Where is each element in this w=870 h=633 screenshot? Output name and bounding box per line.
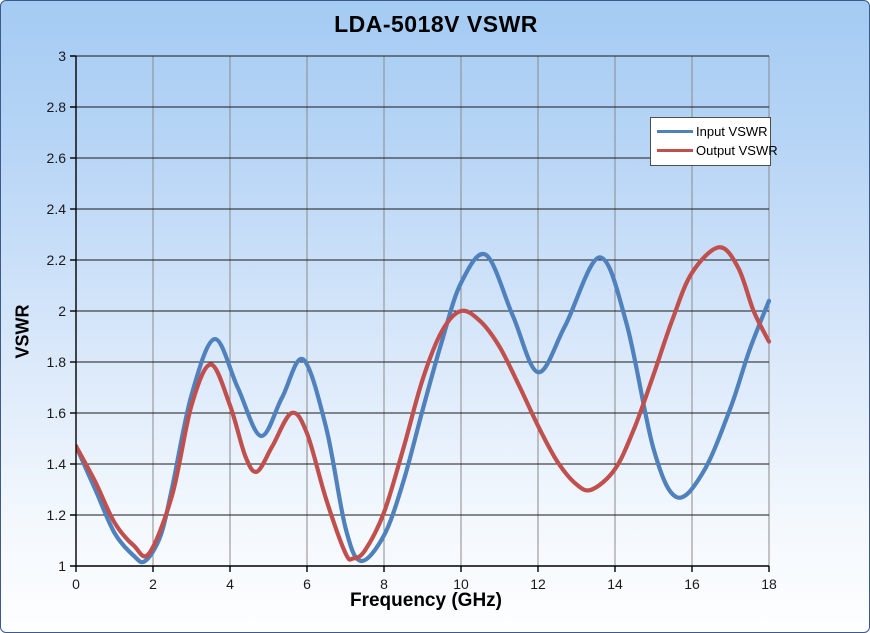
svg-text:16: 16 xyxy=(684,576,700,592)
svg-text:4: 4 xyxy=(226,576,234,592)
x-axis-label: Frequency (GHz) xyxy=(349,590,503,611)
svg-text:6: 6 xyxy=(303,576,311,592)
svg-text:1.6: 1.6 xyxy=(47,405,67,421)
y-axis-label: VSWR xyxy=(12,304,33,359)
svg-text:2.2: 2.2 xyxy=(47,252,67,268)
svg-text:1: 1 xyxy=(58,558,66,574)
svg-text:3: 3 xyxy=(58,48,66,64)
legend: Input VSWR Output VSWR xyxy=(650,117,778,166)
legend-item-input: Input VSWR xyxy=(657,122,768,141)
legend-item-output: Output VSWR xyxy=(657,141,778,160)
svg-text:10: 10 xyxy=(453,576,469,592)
svg-text:1.4: 1.4 xyxy=(47,456,67,472)
legend-line-output-icon xyxy=(657,149,693,152)
svg-text:2.8: 2.8 xyxy=(47,99,67,115)
svg-text:2: 2 xyxy=(149,576,157,592)
svg-text:12: 12 xyxy=(530,576,546,592)
svg-text:14: 14 xyxy=(607,576,623,592)
svg-text:18: 18 xyxy=(761,576,777,592)
legend-label-input: Input VSWR xyxy=(696,124,768,139)
svg-text:2.4: 2.4 xyxy=(47,201,67,217)
svg-text:1.2: 1.2 xyxy=(47,507,67,523)
svg-text:8: 8 xyxy=(380,576,388,592)
svg-text:0: 0 xyxy=(72,576,80,592)
svg-text:2: 2 xyxy=(58,303,66,319)
legend-label-output: Output VSWR xyxy=(696,143,778,158)
chart-title: LDA-5018V VSWR xyxy=(334,11,538,37)
svg-text:1.8: 1.8 xyxy=(47,354,67,370)
svg-text:2.6: 2.6 xyxy=(47,150,67,166)
legend-line-input-icon xyxy=(657,130,693,133)
